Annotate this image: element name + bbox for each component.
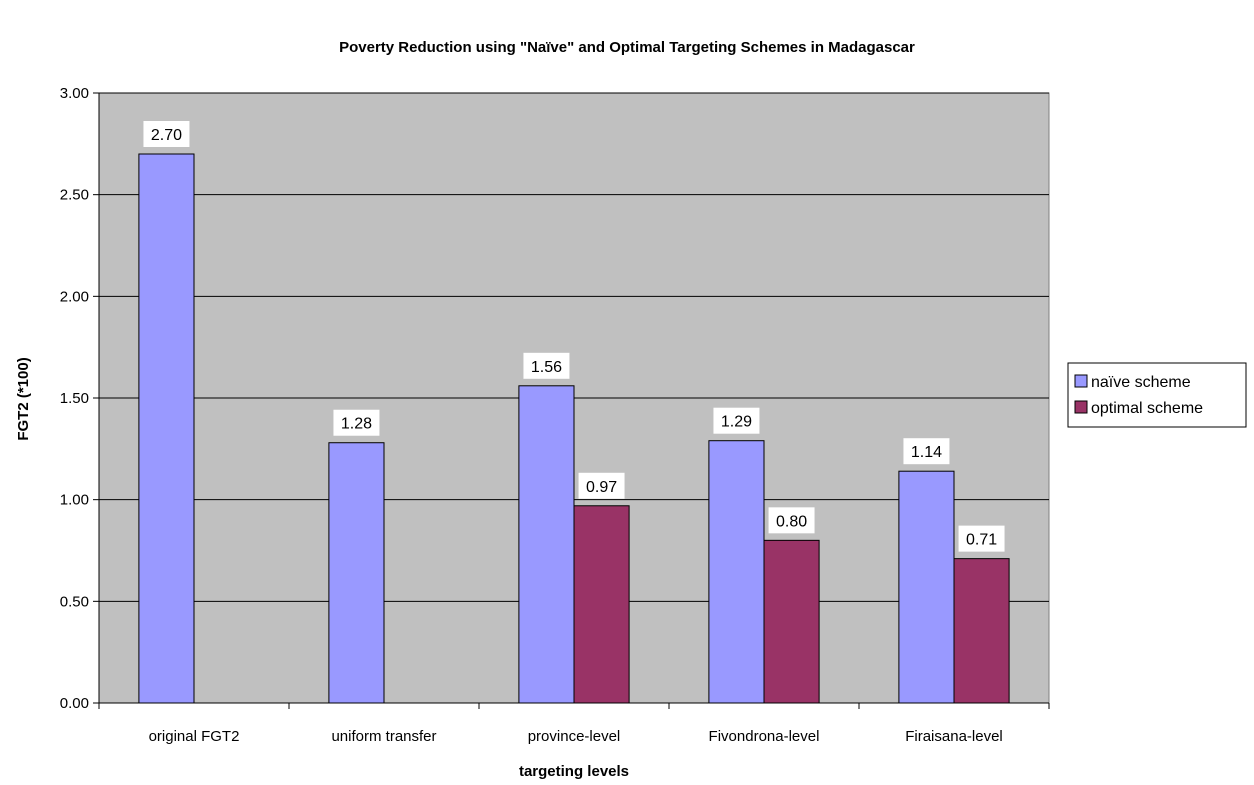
x-tick-label: Firaisana-level <box>905 728 1003 745</box>
data-label: 0.97 <box>586 479 617 496</box>
y-tick-label: 1.50 <box>60 390 89 407</box>
y-tick-label: 2.00 <box>60 288 89 305</box>
y-tick-label: 0.00 <box>60 695 89 712</box>
data-label-box <box>903 438 950 465</box>
legend-swatch <box>1074 374 1088 388</box>
data-label-box <box>768 507 815 534</box>
bar-naive <box>898 470 955 704</box>
plot-area: 0.00 0.50 1.00 1.50 2.00 2.50 3.00 original FGT… <box>60 85 1050 745</box>
data-label-box <box>958 525 1005 552</box>
data-label: 1.56 <box>531 359 562 376</box>
bar-naive <box>138 153 195 704</box>
legend-swatch <box>1074 400 1088 414</box>
chart-title: Poverty Reduction using "Naïve" and Opti… <box>339 39 915 56</box>
bar-optimal <box>763 539 820 704</box>
data-label-box <box>578 472 625 499</box>
legend: naïve scheme optimal scheme <box>1067 362 1247 428</box>
data-label: 0.80 <box>776 513 807 530</box>
data-label: 1.29 <box>721 414 752 431</box>
y-tick-label: 0.50 <box>60 593 89 610</box>
bar-optimal <box>573 505 630 704</box>
y-tick-label: 1.00 <box>60 492 89 509</box>
data-label-box <box>523 352 570 379</box>
x-axis-title: targeting levels <box>519 763 629 780</box>
data-label: 1.14 <box>911 444 942 461</box>
x-tick-label: Fivondrona-level <box>709 728 820 745</box>
bar-naive <box>518 385 575 704</box>
bar-naive <box>708 440 765 704</box>
x-tick-label: uniform transfer <box>331 728 436 745</box>
legend-label: optimal scheme <box>1091 400 1203 417</box>
legend-box <box>1067 362 1247 428</box>
data-label: 2.70 <box>151 127 182 144</box>
bar-optimal <box>953 558 1010 704</box>
y-tick-label: 2.50 <box>60 187 89 204</box>
y-axis-title: FGT2 (*100) <box>15 357 32 440</box>
data-label: 1.28 <box>341 416 372 433</box>
legend-label: naïve scheme <box>1091 374 1191 391</box>
data-label-box <box>713 407 760 434</box>
data-label-box <box>333 409 380 436</box>
data-label-box <box>143 121 190 147</box>
data-label: 0.71 <box>966 532 997 549</box>
bar-naive <box>328 442 385 704</box>
x-tick-label: province-level <box>528 728 621 745</box>
x-tick-label: original FGT2 <box>149 728 240 745</box>
y-tick-label: 3.00 <box>60 85 89 102</box>
